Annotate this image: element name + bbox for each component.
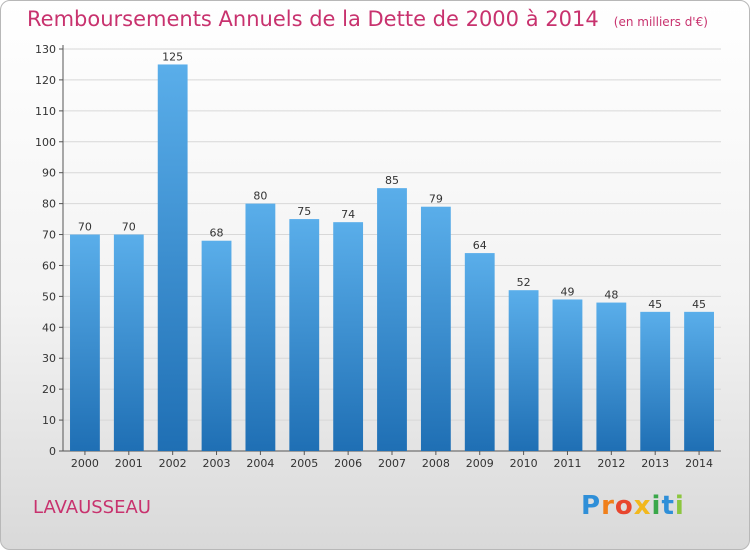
x-tick-label-2002: 2002 [159,457,187,470]
data-label-2002: 125 [162,50,183,63]
x-tick-label-2003: 2003 [203,457,231,470]
bar-2009 [464,253,495,451]
bar-2006 [333,222,364,451]
bar-2001 [113,234,144,451]
logo-letter: i [674,491,685,521]
chart-title-main: Remboursements Annuels de la Dette de 20… [27,7,599,31]
bar-2000 [70,234,100,451]
y-tick-label: 100 [35,136,56,149]
x-tick-label-2010: 2010 [510,457,538,470]
x-tick-label-2000: 2000 [71,457,99,470]
x-tick-label-2005: 2005 [290,457,318,470]
y-tick-label: 30 [42,352,56,365]
x-tick-label-2004: 2004 [246,457,274,470]
logo-letter: t [661,491,675,521]
data-label-2005: 75 [297,205,311,218]
y-tick-label: 120 [35,74,56,87]
data-label-2008: 79 [429,193,443,206]
bar-chart: 0 10 20 30 40 50 60 70 80 90 100 110 120 130 2000 2001 2… [35,43,721,470]
bar-2008 [420,206,451,451]
x-tick-label-2007: 2007 [378,457,406,470]
y-tick-label: 0 [49,445,56,458]
y-tick-label: 60 [42,259,56,272]
bar-2004 [245,203,276,451]
bar-2011 [552,299,583,451]
bar-2003 [201,240,232,451]
data-label-2009: 64 [473,239,487,252]
chart-title: Remboursements Annuels de la Dette de 20… [27,7,708,31]
x-tick-label-2011: 2011 [553,457,581,470]
y-tick-label: 130 [35,43,56,56]
x-tick-label-2009: 2009 [466,457,494,470]
bar-2010 [508,290,539,451]
y-tick-label: 20 [42,383,56,396]
data-label-2000: 70 [78,221,92,234]
data-label-2007: 85 [385,174,399,187]
logo-letter: o [614,491,634,521]
y-tick-label: 90 [42,167,56,180]
commune-name: LAVAUSSEAU [33,497,151,518]
bar-2005 [289,219,320,451]
bar-2012 [596,302,627,451]
proxiti-logo: Proxiti [581,491,685,521]
logo-letter: r [601,491,615,521]
data-label-2006: 74 [341,208,355,221]
data-label-2001: 70 [122,221,136,234]
logo-letter: x [633,491,652,521]
y-tick-label: 50 [42,290,56,303]
bar-2013 [640,311,671,451]
x-tick-label-2013: 2013 [641,457,669,470]
x-tick-label-2006: 2006 [334,457,362,470]
y-tick-label: 80 [42,198,56,211]
logo-letter: P [581,491,602,521]
x-tick-label-2012: 2012 [597,457,625,470]
bar-2007 [377,188,407,451]
data-label-2003: 68 [210,227,224,240]
x-tick-label-2008: 2008 [422,457,450,470]
data-label-2013: 45 [648,298,662,311]
data-label-2010: 52 [517,276,531,289]
chart-unit-note: (en milliers d'€) [613,15,708,29]
x-tick-label-2001: 2001 [115,457,143,470]
y-tick-label: 70 [42,229,56,242]
y-tick-label: 10 [42,414,56,427]
bar-2002 [157,64,188,451]
x-tick-label-2014: 2014 [685,457,713,470]
data-label-2004: 80 [253,190,267,203]
bar-2014 [684,311,714,451]
y-tick-label: 40 [42,321,56,334]
y-tick-label: 110 [35,105,56,118]
logo-letter: i [651,491,662,521]
data-label-2012: 48 [604,289,618,302]
data-label-2011: 49 [560,285,574,298]
data-label-2014: 45 [692,298,706,311]
